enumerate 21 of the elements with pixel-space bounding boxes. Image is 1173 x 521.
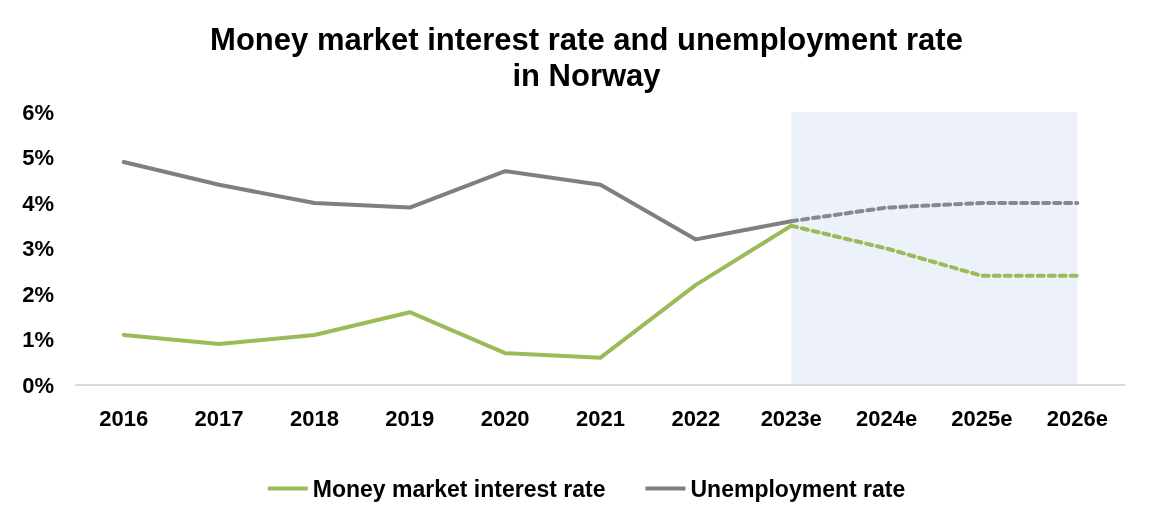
y-tick-label: 1% [22,327,54,352]
x-tick-label: 2023e [760,405,822,431]
x-tick-label: 2017 [194,405,244,431]
chart-title: Money market interest rate and unemployment rate in Norway [210,21,963,93]
x-tick-label: 2021 [576,405,625,431]
legend-label: Unemployment rate [690,475,906,502]
x-tick-label: 2026e [1046,405,1108,431]
x-tick-label: 2018 [289,405,339,431]
y-tick-label: 0% [22,372,54,398]
y-tick-label: 2% [22,281,54,307]
x-tick-label: 2020 [480,405,530,431]
x-tick-label: 2019 [385,405,435,431]
y-tick-label: 3% [22,236,54,261]
legend-label: Money market interest rate [312,475,606,502]
y-tick-label: 5% [22,145,54,170]
y-tick-label: 4% [22,190,54,216]
x-tick-label: 2024e [856,405,918,431]
x-tick-label: 2022 [671,405,721,431]
x-tick-label: 2025e [951,405,1013,431]
x-tick-label: 2016 [99,405,149,431]
y-tick-label: 6% [22,99,54,125]
